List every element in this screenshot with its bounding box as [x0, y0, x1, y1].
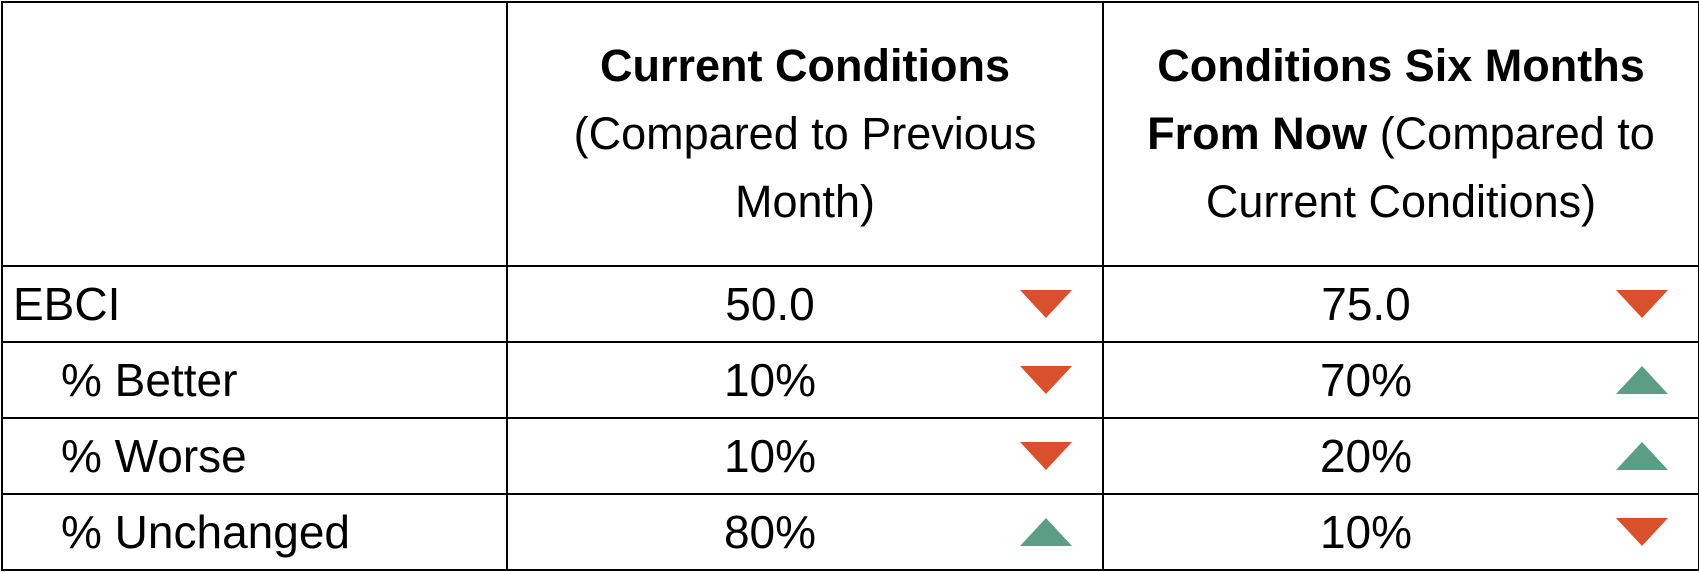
value-cell: 10%	[506, 341, 1104, 419]
data-row: % Unchanged 80% 10%	[1, 493, 1699, 571]
arrow-shape	[1616, 442, 1668, 470]
row-label: % Worse	[1, 417, 508, 495]
data-row: % Better 10% 70%	[1, 341, 1699, 419]
value: 20%	[1319, 430, 1413, 482]
header-note: (Compared to Current Conditions)	[1205, 108, 1655, 227]
trend-down-arrow	[1020, 290, 1072, 318]
trend-up-arrow	[1616, 366, 1668, 394]
value: 10%	[1319, 506, 1413, 558]
header-row: Current Conditions (Compared to Previous …	[1, 1, 1699, 267]
trend-down-arrow	[1616, 518, 1668, 546]
arrow-shape	[1020, 518, 1072, 546]
arrow-shape	[1616, 366, 1668, 394]
value-cell: 70%	[1102, 341, 1699, 419]
empty-header-cell	[1, 1, 508, 267]
arrow-shape	[1020, 290, 1072, 318]
value: 70%	[1319, 354, 1413, 406]
trend-down-arrow	[1616, 290, 1668, 318]
header-cell: Current Conditions (Compared to Previous …	[506, 1, 1104, 267]
header-note: (Compared to Previous Month)	[573, 108, 1037, 227]
arrow-shape	[1020, 366, 1072, 394]
header-cell: Conditions Six Months From Now (Compared…	[1102, 1, 1699, 267]
value-cell: 10%	[1102, 493, 1699, 571]
trend-up-arrow	[1020, 518, 1072, 546]
data-row: EBCI 50.0 75.0	[1, 265, 1699, 343]
value: 75.0	[1321, 278, 1411, 330]
header-title: Conditions Six Months From Now	[1147, 40, 1645, 159]
row-label: % Unchanged	[1, 493, 508, 571]
header-title: Current Conditions	[600, 40, 1010, 91]
value-cell: 10%	[506, 417, 1104, 495]
trend-down-arrow	[1020, 442, 1072, 470]
arrow-shape	[1616, 290, 1668, 318]
value-cell: 80%	[506, 493, 1104, 571]
value: 50.0	[725, 278, 815, 330]
value-cell: 75.0	[1102, 265, 1699, 343]
trend-down-arrow	[1020, 366, 1072, 394]
data-row: % Worse 10% 20%	[1, 417, 1699, 495]
value-cell: 50.0	[506, 265, 1104, 343]
arrow-shape	[1020, 442, 1072, 470]
value: 10%	[723, 354, 817, 406]
row-label: EBCI	[1, 265, 508, 343]
value: 80%	[723, 506, 817, 558]
trend-up-arrow	[1616, 442, 1668, 470]
value-cell: 20%	[1102, 417, 1699, 495]
row-label: % Better	[1, 341, 508, 419]
value: 10%	[723, 430, 817, 482]
arrow-shape	[1616, 518, 1668, 546]
